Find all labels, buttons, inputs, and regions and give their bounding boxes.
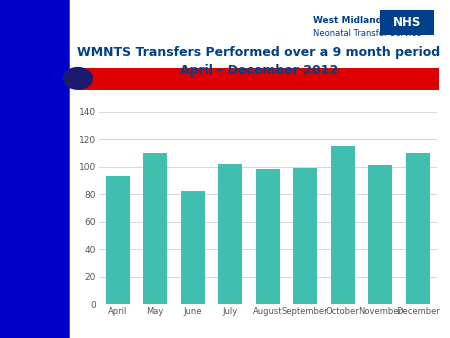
Bar	[218, 164, 243, 304]
FancyBboxPatch shape	[70, 0, 450, 338]
Text: Neonatal Transfer Service: Neonatal Transfer Service	[313, 29, 421, 38]
Bar	[293, 168, 317, 304]
Bar	[256, 169, 280, 304]
Circle shape	[63, 68, 92, 89]
Bar	[331, 146, 355, 304]
Text: WMNTS Transfers Performed over a 9 month period: WMNTS Transfers Performed over a 9 month…	[77, 46, 440, 59]
Bar	[106, 176, 130, 304]
Text: NHS: NHS	[393, 16, 422, 29]
Bar	[368, 165, 392, 304]
Bar	[405, 153, 430, 304]
Bar	[143, 153, 167, 304]
Text: West Midlands: West Midlands	[313, 16, 387, 25]
Bar	[180, 191, 205, 304]
Bar	[79, 68, 439, 90]
Bar	[380, 10, 434, 35]
Text: April – December 2012: April – December 2012	[180, 65, 338, 77]
